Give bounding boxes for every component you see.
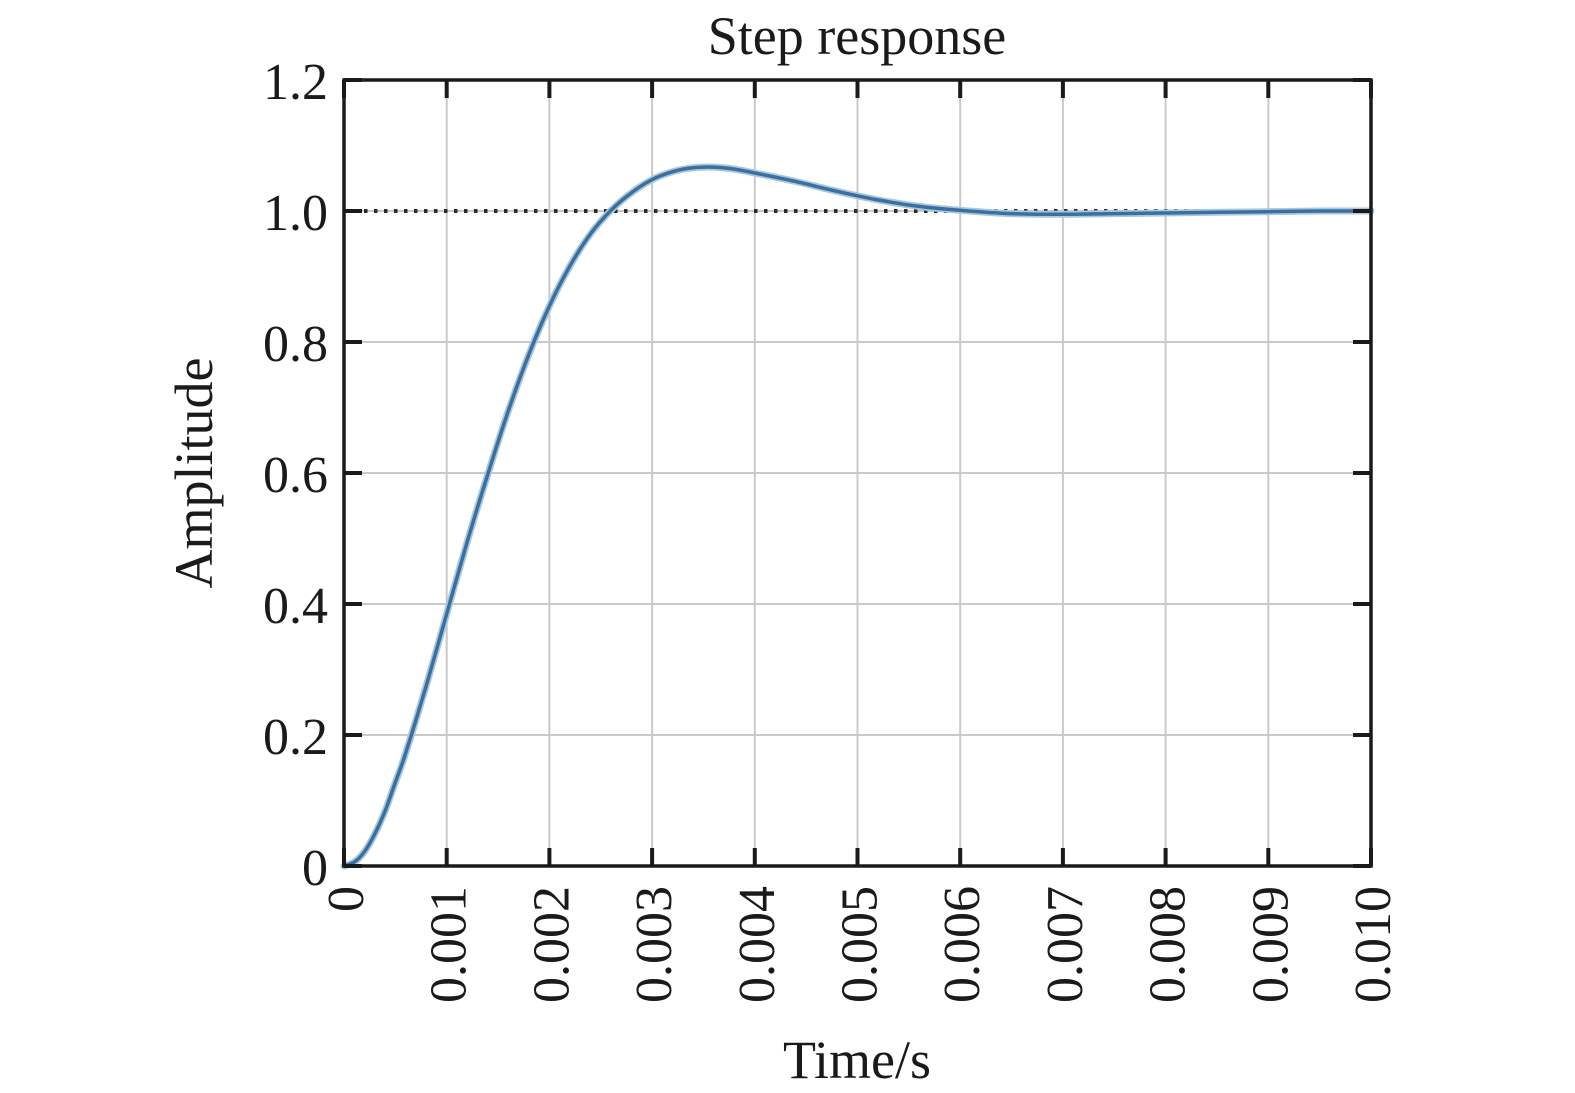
x-tick-label: 0.001	[421, 886, 478, 1003]
plot-dynamic-layer: 0 0.2 0.4 0.6 0.8 1.0 1.2 0 0.001 0.002 0.003 0.004…	[263, 54, 1402, 1003]
x-tick-label: 0.002	[523, 886, 580, 1003]
x-tick-label: 0.005	[832, 886, 889, 1003]
x-tick-label: 0.010	[1345, 886, 1402, 1003]
x-tick-label: 0.008	[1140, 886, 1197, 1003]
y-tick-label: 1.0	[263, 185, 328, 242]
x-tick-label: 0.009	[1242, 886, 1299, 1003]
x-axis-label: Time/s	[783, 1030, 931, 1090]
y-tick-label: 1.2	[263, 54, 328, 111]
y-tick-label: 0.2	[263, 709, 328, 766]
x-tick-label: 0.006	[934, 886, 991, 1003]
y-axis-label: Amplitude	[164, 358, 224, 589]
response-curve	[342, 165, 1373, 868]
x-tick-label: 0	[318, 886, 375, 912]
y-tick-label: 0.6	[263, 447, 328, 504]
y-tick-label: 0.4	[263, 578, 328, 635]
chart-title: Step response	[708, 6, 1006, 66]
x-tick-label: 0.007	[1037, 886, 1094, 1003]
x-tick-label: 0.004	[729, 886, 786, 1003]
y-tick-label: 0.8	[263, 316, 328, 373]
y-tick-label: 0	[302, 840, 328, 897]
x-tick-label: 0.003	[626, 886, 683, 1003]
